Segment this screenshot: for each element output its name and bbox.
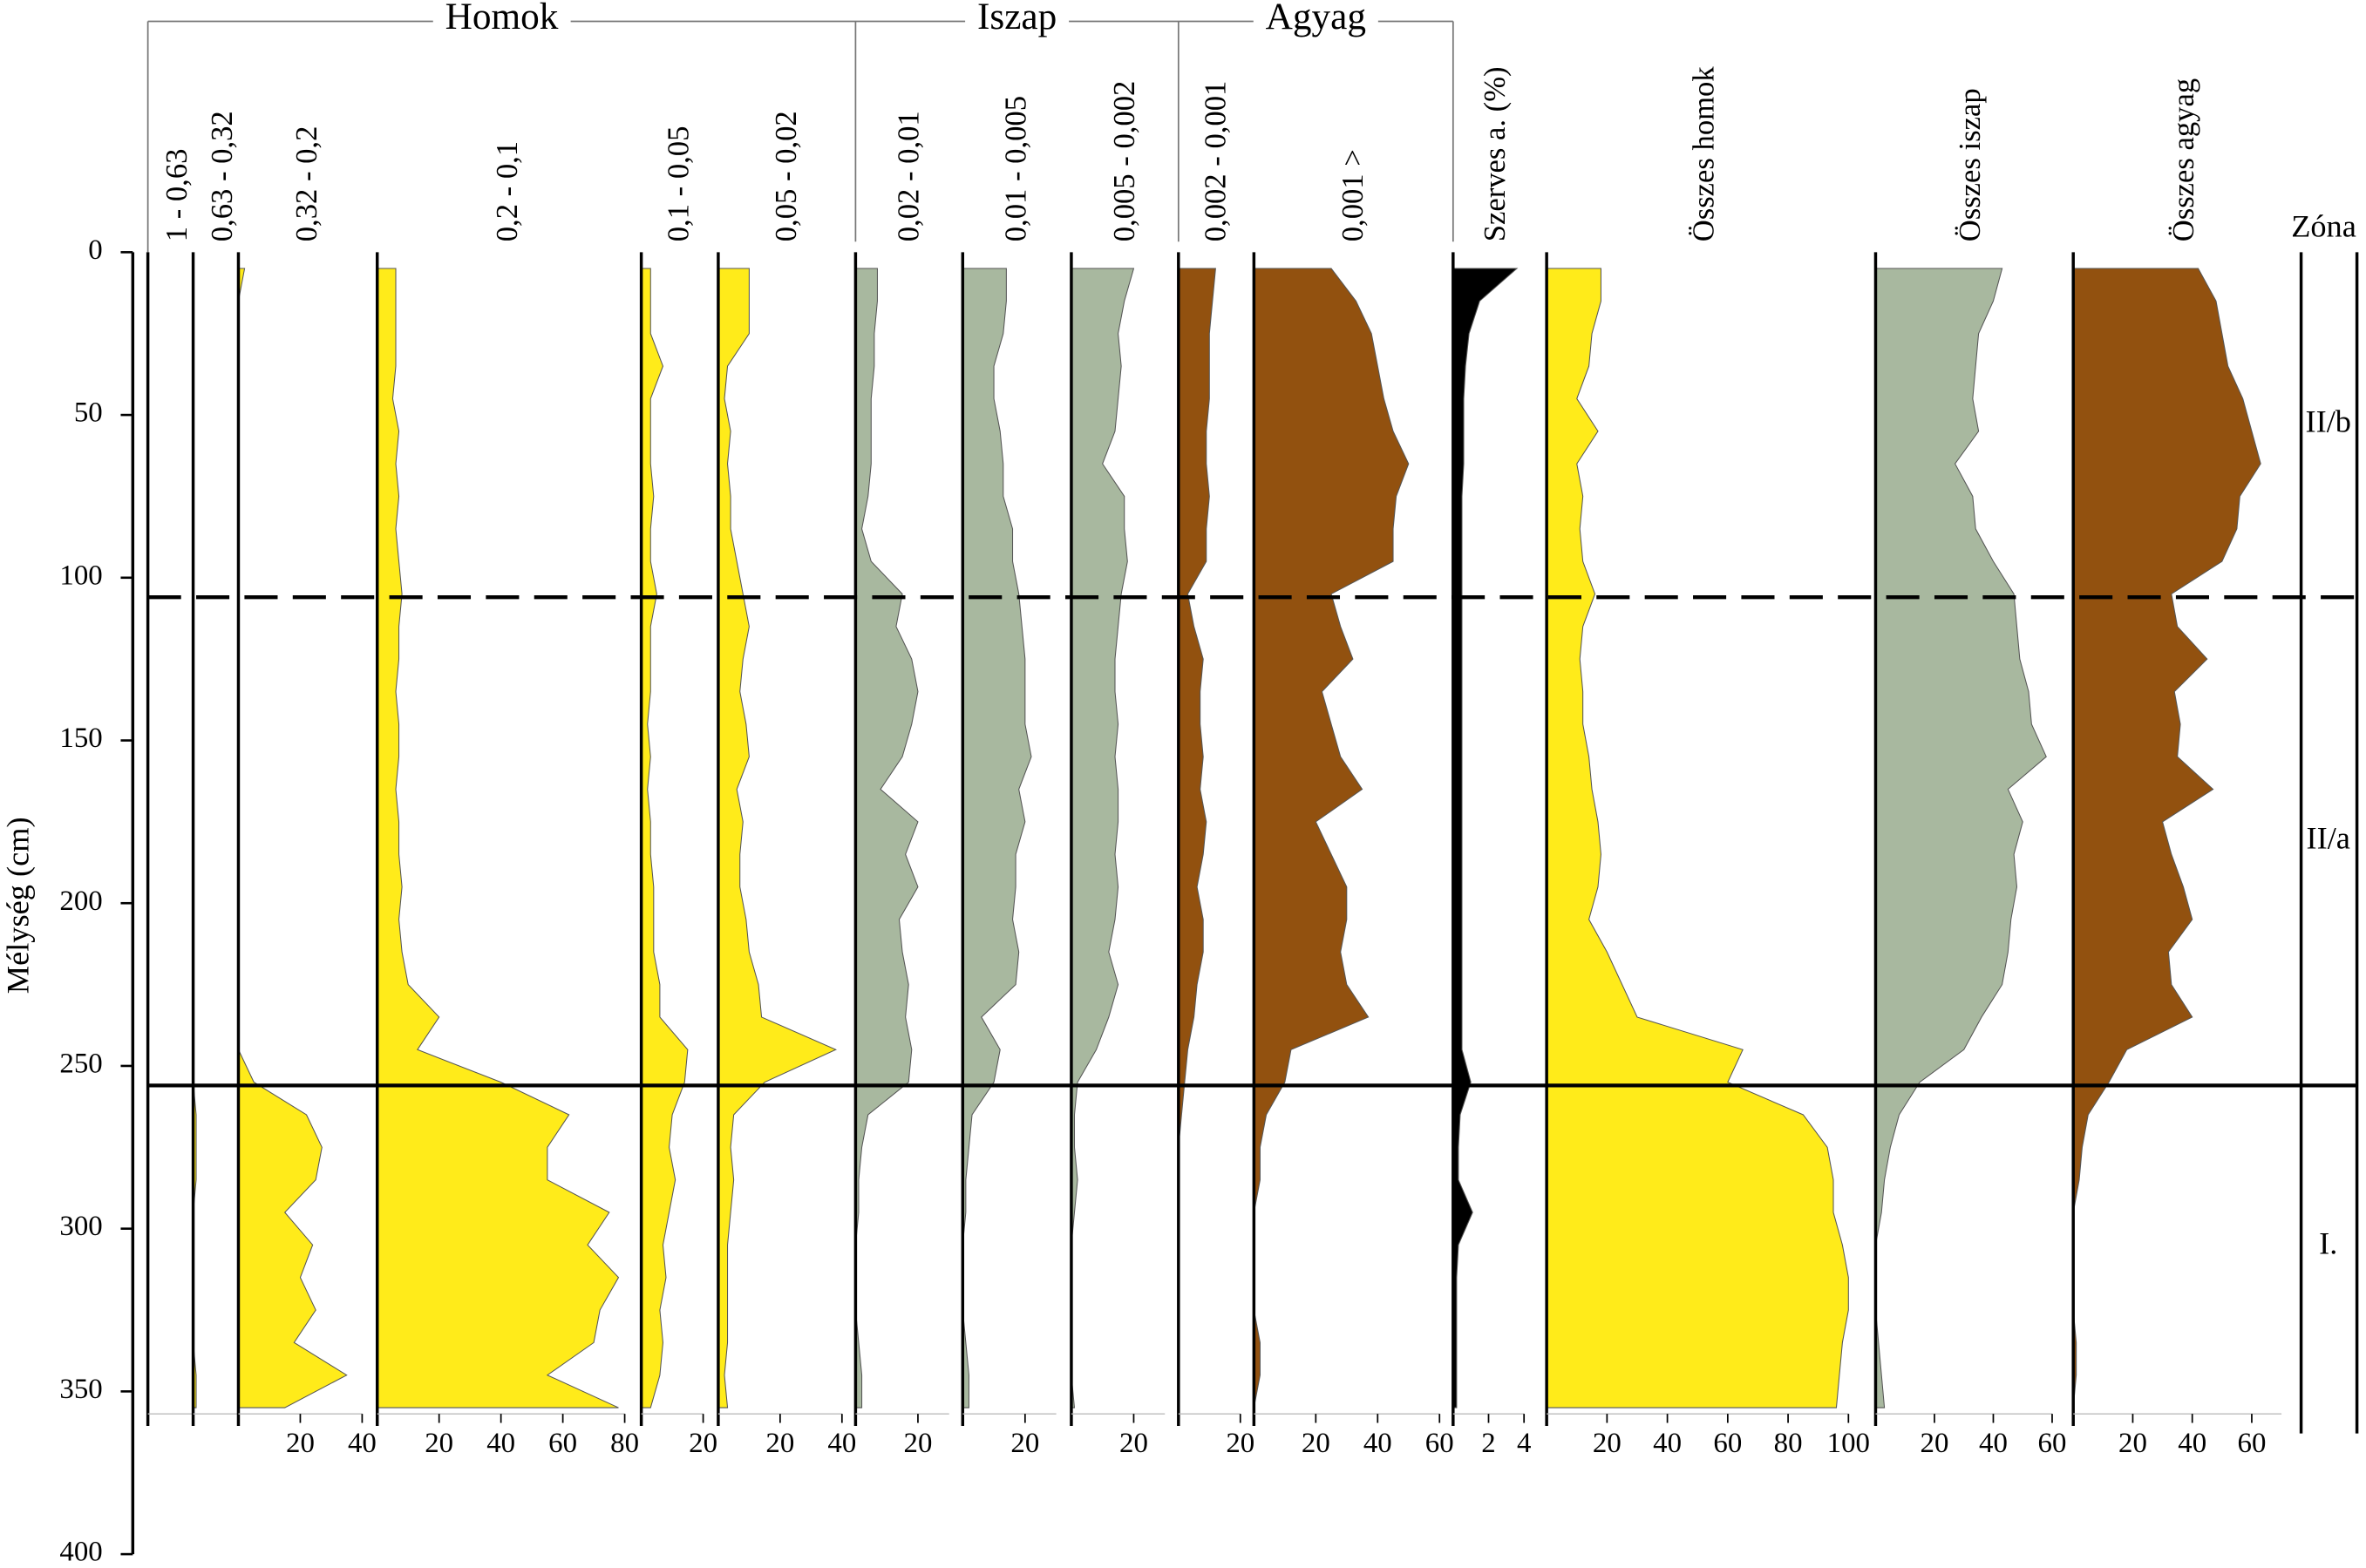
x-tick-label: 60 bbox=[548, 1428, 577, 1459]
area bbox=[1874, 268, 2047, 1408]
y-axis-label: Mélység (cm) bbox=[1, 817, 36, 994]
y-tick-label: 300 bbox=[59, 1211, 102, 1242]
area bbox=[962, 268, 1032, 1408]
area bbox=[2072, 268, 2261, 1408]
x-tick-label: 20 bbox=[2118, 1428, 2147, 1459]
area bbox=[1546, 268, 1849, 1408]
area bbox=[1178, 268, 1216, 1408]
series-title: 0,05 - 0,02 bbox=[770, 111, 803, 241]
y-tick-label: 150 bbox=[59, 723, 102, 754]
series-title: 0,02 - 0,01 bbox=[892, 111, 925, 241]
series-title: 0,32 - 0,2 bbox=[290, 126, 323, 242]
x-tick-label: 20 bbox=[1119, 1428, 1148, 1459]
area bbox=[641, 268, 689, 1408]
y-tick-label: 200 bbox=[59, 886, 102, 917]
area bbox=[717, 268, 837, 1408]
group-label-bg bbox=[965, 0, 1070, 40]
series-title: Összes iszap bbox=[1954, 88, 1987, 241]
x-tick-label: 20 bbox=[1302, 1428, 1330, 1459]
x-tick-label: 40 bbox=[827, 1428, 856, 1459]
y-tick-label: 400 bbox=[59, 1537, 102, 1568]
x-tick-label: 40 bbox=[486, 1428, 515, 1459]
zone-title: Zóna bbox=[2291, 209, 2356, 244]
area bbox=[1452, 268, 1519, 1408]
series-title: 0,01 - 0,005 bbox=[999, 96, 1032, 241]
zone-label: I. bbox=[2319, 1226, 2337, 1261]
x-tick-label: 60 bbox=[2038, 1428, 2067, 1459]
series-title: 0,63 - 0,32 bbox=[206, 111, 239, 241]
x-tick-label: 40 bbox=[1363, 1428, 1392, 1459]
x-tick-label: 20 bbox=[1921, 1428, 1949, 1459]
x-tick-label: 20 bbox=[1593, 1428, 1622, 1459]
y-tick-label: 0 bbox=[88, 234, 102, 266]
x-tick-label: 2 bbox=[1481, 1428, 1495, 1459]
x-tick-label: 20 bbox=[904, 1428, 933, 1459]
x-tick-label: 20 bbox=[689, 1428, 717, 1459]
series-title: Szerves a. (%) bbox=[1479, 66, 1512, 241]
area bbox=[1253, 268, 1410, 1408]
series-title: 0,1 - 0,05 bbox=[662, 126, 695, 242]
y-tick-label: 350 bbox=[59, 1374, 102, 1405]
series-title: Összes homok bbox=[1688, 66, 1721, 242]
y-tick-label: 250 bbox=[59, 1049, 102, 1080]
zone-label: II/a bbox=[2307, 821, 2350, 856]
x-tick-label: 60 bbox=[2238, 1428, 2267, 1459]
y-tick-label: 100 bbox=[59, 560, 102, 591]
x-tick-label: 60 bbox=[1425, 1428, 1454, 1459]
x-tick-label: 20 bbox=[1010, 1428, 1039, 1459]
area bbox=[237, 268, 348, 1408]
x-tick-label: 80 bbox=[610, 1428, 639, 1459]
series-title: 0,001 > bbox=[1336, 149, 1370, 241]
x-tick-label: 80 bbox=[1774, 1428, 1803, 1459]
series-title: 0,002 - 0,001 bbox=[1200, 81, 1233, 242]
x-tick-label: 20 bbox=[286, 1428, 315, 1459]
group-label: Agyag bbox=[1266, 0, 1366, 37]
x-tick-label: 60 bbox=[1713, 1428, 1742, 1459]
x-tick-label: 40 bbox=[1979, 1428, 2008, 1459]
series-title: 0,005 - 0,002 bbox=[1108, 81, 1141, 242]
x-tick-label: 4 bbox=[1517, 1428, 1531, 1459]
area bbox=[1071, 268, 1135, 1408]
x-tick-label: 40 bbox=[348, 1428, 377, 1459]
series-title: Összes agyag bbox=[2167, 78, 2200, 241]
group-label: Iszap bbox=[977, 0, 1057, 37]
x-tick-label: 20 bbox=[765, 1428, 794, 1459]
area bbox=[854, 268, 919, 1408]
area bbox=[377, 268, 620, 1408]
x-tick-label: 40 bbox=[2178, 1428, 2206, 1459]
y-tick-label: 50 bbox=[74, 397, 103, 429]
series-title: 0,2 - 0,1 bbox=[491, 141, 524, 241]
group-label-bg bbox=[432, 0, 571, 40]
group-label: Homok bbox=[445, 0, 559, 37]
x-tick-label: 40 bbox=[1653, 1428, 1682, 1459]
series-title: 1 - 0,63 bbox=[160, 149, 194, 242]
x-tick-label: 20 bbox=[1226, 1428, 1254, 1459]
group-label-bg bbox=[1253, 0, 1378, 40]
x-tick-label: 20 bbox=[425, 1428, 453, 1459]
zone-label: II/b bbox=[2306, 404, 2351, 439]
x-tick-label: 100 bbox=[1827, 1428, 1870, 1459]
